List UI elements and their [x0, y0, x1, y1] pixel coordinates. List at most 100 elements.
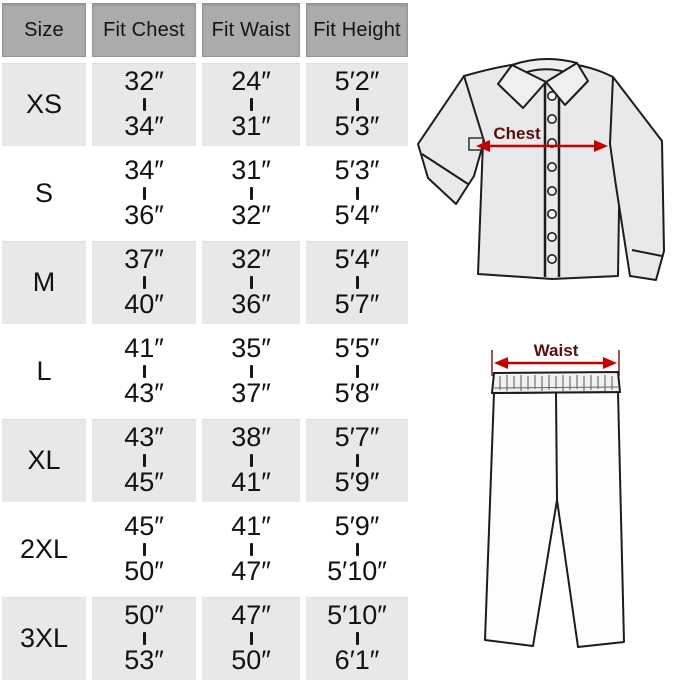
- range-divider: [142, 632, 146, 645]
- range-divider: [355, 543, 359, 556]
- range-divider: [249, 98, 253, 111]
- arrow-head-left-icon: [476, 140, 490, 152]
- range-divider: [249, 543, 253, 556]
- range-high: 50″: [124, 556, 164, 586]
- left-cuff-seam: [421, 153, 469, 185]
- range-divider: [355, 454, 359, 467]
- waist-range-cell: 38″ 41″: [202, 419, 300, 502]
- waist-range-cell: 35″ 37″: [202, 330, 300, 413]
- range-high: 5′10″: [327, 556, 387, 586]
- shirt-drawing: Chest: [417, 57, 665, 281]
- range-low: 5′10″: [327, 600, 387, 631]
- shirt-right-sleeve: [609, 76, 665, 281]
- button: [547, 162, 558, 173]
- chest-label: Chest: [493, 124, 541, 143]
- range-low: 41″: [231, 511, 271, 542]
- waist-range-cell: 41″ 47″: [202, 508, 300, 591]
- range-high: 34″: [124, 111, 164, 141]
- range-divider: [249, 276, 253, 289]
- range-high: 5′8″: [334, 378, 380, 408]
- shirt-left-sleeve: [417, 75, 485, 205]
- range-high: 5′9″: [334, 467, 380, 497]
- range-low: 34″: [124, 155, 164, 186]
- size-cell: L: [36, 356, 52, 386]
- button: [547, 232, 558, 243]
- button: [547, 90, 558, 101]
- range-high: 40″: [124, 289, 164, 319]
- range-low: 50″: [124, 600, 164, 631]
- range-low: 43″: [124, 422, 164, 453]
- range-high: 36″: [124, 200, 164, 230]
- size-cell: M: [2, 241, 86, 324]
- range-low: 41″: [124, 333, 164, 364]
- range-divider: [249, 632, 253, 645]
- button: [547, 186, 558, 197]
- range-high: 43″: [124, 378, 164, 408]
- range-divider: [142, 98, 146, 111]
- range-divider: [142, 543, 146, 556]
- pants-drawing: Waist: [484, 342, 625, 648]
- range-high: 32″: [231, 200, 271, 230]
- range-divider: [249, 454, 253, 467]
- pants-illustration: Waist: [478, 342, 648, 667]
- range-low: 47″: [231, 600, 271, 631]
- shirt-body: [463, 61, 621, 280]
- range-high: 5′4″: [334, 200, 380, 230]
- button: [547, 209, 558, 220]
- center-seam: [555, 392, 558, 501]
- collar-left-lapel: [497, 64, 547, 109]
- arrow-head-right-icon: [594, 140, 608, 152]
- buttons: [547, 90, 558, 265]
- right-cuff-seam: [631, 249, 663, 257]
- waist-range-cell: 32″ 36″: [202, 241, 300, 324]
- range-divider: [355, 187, 359, 200]
- chest-range-cell: 43″ 45″: [92, 419, 196, 502]
- height-range-cell: 5′2″ 5′3″: [306, 63, 408, 146]
- range-divider: [142, 365, 146, 378]
- range-divider: [142, 187, 146, 200]
- size-cell: 2XL: [19, 534, 69, 564]
- size-cell: XS: [2, 63, 86, 146]
- arrow-head-right-icon: [603, 357, 617, 369]
- range-high: 37″: [231, 378, 271, 408]
- range-high: 36″: [231, 289, 271, 319]
- size-cell: 3XL: [2, 597, 86, 680]
- height-range-cell: 5′5″ 5′8″: [306, 330, 408, 413]
- button: [547, 114, 558, 125]
- chest-range-cell: 32″ 34″: [92, 63, 196, 146]
- height-range-cell: 5′4″ 5′7″: [306, 241, 408, 324]
- range-divider: [355, 276, 359, 289]
- range-low: 38″: [231, 422, 271, 453]
- waist-label: Waist: [534, 342, 579, 360]
- size-chart-table: Size Fit Chest Fit Waist Fit Height XS 3…: [2, 3, 408, 680]
- header-size: Size: [2, 3, 86, 57]
- button: [547, 254, 558, 265]
- range-high: 45″: [124, 467, 164, 497]
- range-high: 5′3″: [334, 111, 380, 141]
- waist-range-cell: 24″ 31″: [202, 63, 300, 146]
- range-low: 5′9″: [334, 511, 380, 542]
- range-high: 31″: [231, 111, 271, 141]
- waist-range-cell: 31″ 32″: [202, 152, 300, 235]
- height-range-cell: 5′3″ 5′4″: [306, 152, 408, 235]
- range-low: 5′2″: [334, 66, 380, 97]
- range-divider: [355, 632, 359, 645]
- range-divider: [142, 454, 146, 467]
- arrow-head-left-icon: [494, 357, 508, 369]
- height-range-cell: 5′10″ 6′1″: [306, 597, 408, 680]
- size-cell: XL: [2, 419, 86, 502]
- waist-measure-arrow: [491, 350, 620, 376]
- range-high: 41″: [231, 467, 271, 497]
- range-high: 47″: [231, 556, 271, 586]
- range-divider: [355, 98, 359, 111]
- range-high: 50″: [231, 645, 271, 675]
- range-divider: [355, 365, 359, 378]
- header-waist: Fit Waist: [202, 3, 300, 57]
- range-low: 5′3″: [334, 155, 380, 186]
- range-low: 37″: [124, 244, 164, 275]
- range-low: 5′7″: [334, 422, 380, 453]
- height-range-cell: 5′7″ 5′9″: [306, 419, 408, 502]
- range-divider: [142, 276, 146, 289]
- range-low: 5′5″: [334, 333, 380, 364]
- chest-range-cell: 37″ 40″: [92, 241, 196, 324]
